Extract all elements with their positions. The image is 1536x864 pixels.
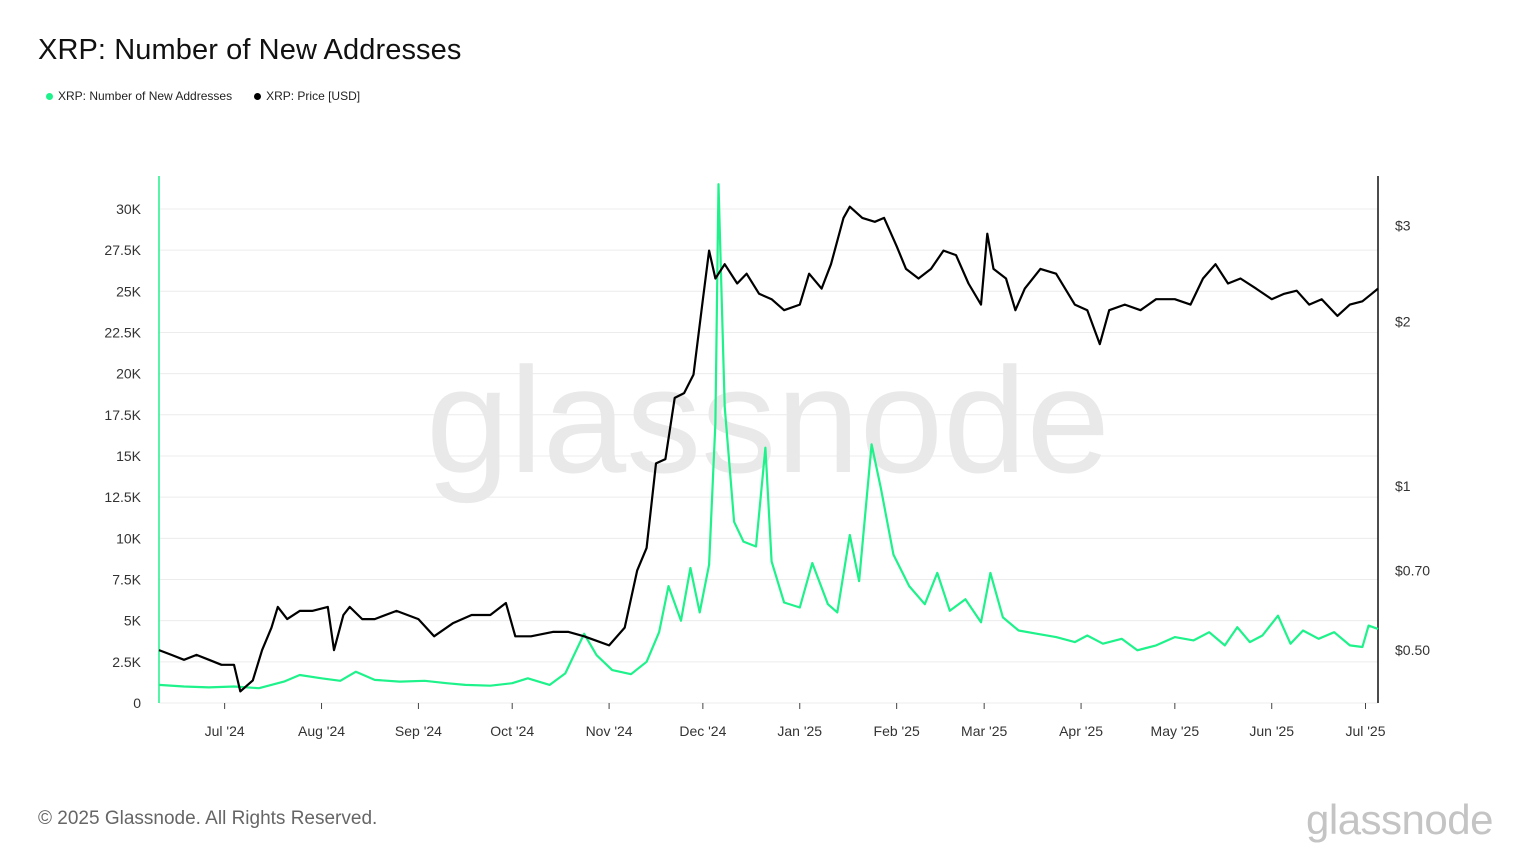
- chart-legend: XRP: Number of New Addresses XRP: Price …: [46, 89, 360, 103]
- series-lines: [158, 176, 1379, 703]
- y-right-tick-label: $3: [1395, 218, 1411, 234]
- x-axis: Jul '24 Aug '24 Sep '24 Oct '24 Nov '24 Dec '…: [205, 703, 1386, 739]
- legend-label-new-addresses: XRP: Number of New Addresses: [58, 89, 233, 103]
- x-tick-label: Apr '25: [1059, 723, 1103, 739]
- y-left-tick-label: 17.5K: [104, 407, 141, 423]
- x-tick-label: Aug '24: [298, 723, 345, 739]
- y-left-tick-label: 30K: [116, 201, 142, 217]
- copyright-footer: © 2025 Glassnode. All Rights Reserved.: [38, 808, 378, 829]
- series-line-price[interactable]: [158, 205, 1379, 693]
- x-tick-label: Jul '25: [1345, 723, 1385, 739]
- y-right-tick-label: $0.70: [1395, 562, 1430, 578]
- y-left-tick-label: 10K: [116, 530, 142, 546]
- legend-item-new-addresses[interactable]: XRP: Number of New Addresses: [46, 89, 232, 103]
- y-left-tick-label: 25K: [116, 283, 142, 299]
- y-left-tick-label: 12.5K: [104, 489, 141, 505]
- x-tick-label: Feb '25: [874, 723, 920, 739]
- page-title: XRP: Number of New Addresses: [38, 34, 462, 66]
- legend-dot-new-addresses: [46, 92, 53, 100]
- x-tick-label: Jun '25: [1249, 723, 1294, 739]
- x-tick-label: Mar '25: [961, 723, 1007, 739]
- y-left-tick-label: 15K: [116, 448, 142, 464]
- x-tick-label: Nov '24: [586, 723, 633, 739]
- x-tick-label: May '25: [1151, 723, 1200, 739]
- y-left-tick-label: 2.5K: [112, 654, 141, 670]
- series-line-new-addresses[interactable]: [158, 183, 1379, 690]
- y-axis-right: $0.50 $0.70 $1 $2 $3: [1377, 176, 1430, 703]
- legend-item-price[interactable]: XRP: Price [USD]: [254, 89, 360, 103]
- y-right-tick-label: $0.50: [1395, 642, 1430, 658]
- y-left-tick-label: 20K: [116, 366, 142, 382]
- y-right-tick-label: $2: [1395, 314, 1411, 330]
- x-tick-label: Jan '25: [777, 723, 822, 739]
- y-axis-left: 0 2.5K 5K 7.5K 10K 12.5K 15K 17.5K 20K 22.5K 25K 27…: [104, 201, 141, 711]
- y-left-tick-label: 27.5K: [104, 242, 141, 258]
- legend-dot-price: [254, 92, 262, 100]
- y-left-tick-label: 5K: [124, 613, 142, 629]
- brand-logo: glassnode: [1306, 796, 1493, 843]
- x-tick-label: Dec '24: [679, 723, 726, 739]
- y-left-tick-label: 7.5K: [112, 571, 141, 587]
- x-tick-label: Sep '24: [395, 723, 442, 739]
- y-right-tick-label: $1: [1395, 478, 1411, 494]
- legend-label-price: XRP: Price [USD]: [266, 89, 361, 103]
- x-tick-label: Jul '24: [205, 723, 245, 739]
- x-tick-label: Oct '24: [490, 723, 534, 739]
- y-left-tick-label: 0: [133, 695, 141, 711]
- y-left-tick-label: 22.5K: [104, 324, 141, 340]
